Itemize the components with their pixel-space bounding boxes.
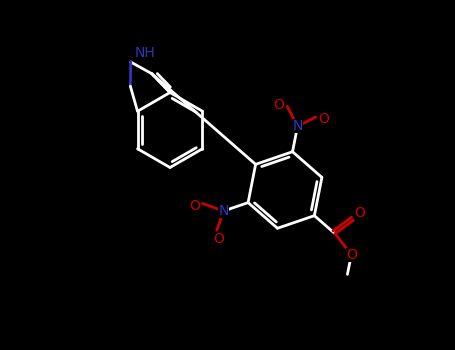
Text: O: O (354, 206, 365, 220)
Text: O: O (318, 112, 329, 126)
Text: NH: NH (134, 46, 155, 60)
Text: O: O (273, 98, 284, 112)
Text: O: O (189, 199, 200, 213)
Text: N: N (293, 119, 303, 133)
Text: N: N (218, 204, 229, 218)
Text: O: O (213, 232, 224, 246)
Text: O: O (346, 247, 357, 261)
